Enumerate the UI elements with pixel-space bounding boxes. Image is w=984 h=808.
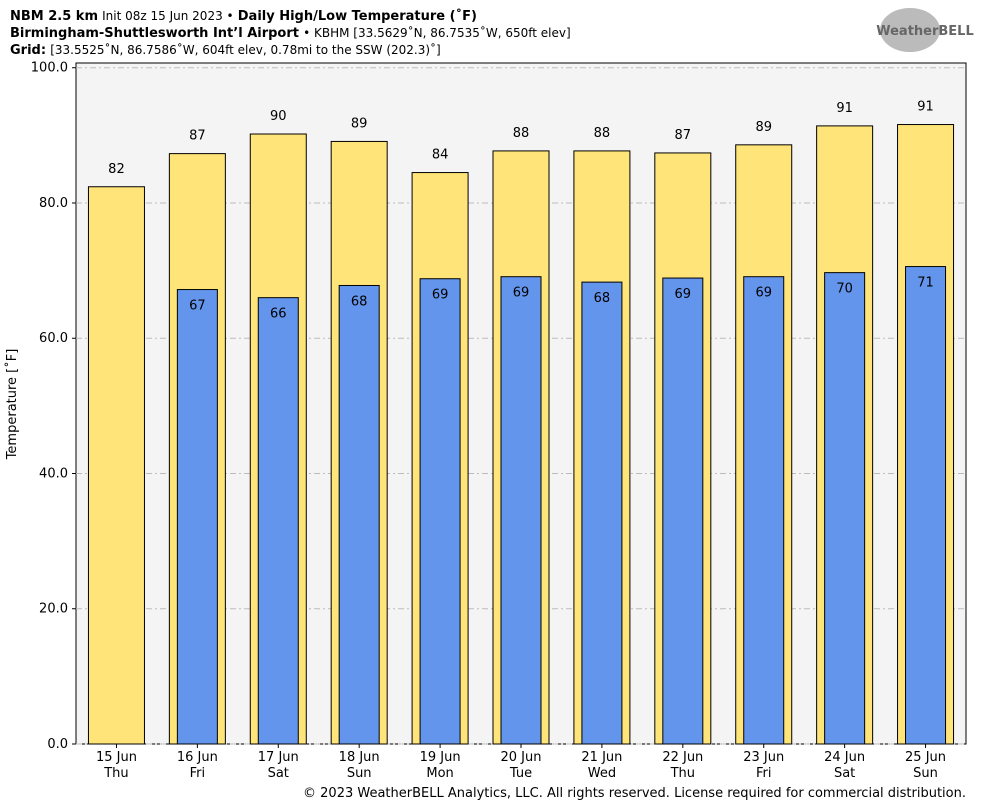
- grid-info: [33.5525˚N, 86.7586˚W, 604ft elev, 0.78m…: [50, 42, 441, 57]
- station-name: Birmingham-Shuttlesworth Int’l Airport: [10, 26, 299, 41]
- title-product: Daily High/Low Temperature (˚F): [238, 8, 477, 24]
- x-tick-weekday: Sun: [347, 766, 372, 781]
- value-label: 87: [675, 128, 692, 143]
- value-label: 91: [836, 101, 853, 116]
- logo-text: WeatherBELL: [876, 24, 974, 39]
- bar: [662, 277, 704, 745]
- x-tick-weekday: Wed: [588, 766, 616, 781]
- value-label: 91: [917, 100, 934, 115]
- value-label: 69: [513, 286, 530, 301]
- value-label: 70: [836, 282, 853, 297]
- x-tick-weekday: Sat: [268, 766, 289, 781]
- x-tick-weekday: Fri: [756, 766, 772, 781]
- x-tick-weekday: Mon: [426, 766, 453, 781]
- x-tick-weekday: Thu: [103, 766, 128, 781]
- value-label: 90: [270, 109, 287, 124]
- title-init: Init 08z 15 Jun 2023 •: [102, 9, 233, 23]
- x-tick-weekday: Sat: [834, 766, 855, 781]
- y-tick-label: 20.0: [39, 602, 68, 617]
- x-tick-label: 15 Jun: [96, 750, 137, 765]
- bar: [905, 266, 947, 745]
- bar: [743, 276, 785, 745]
- bar: [257, 297, 299, 745]
- value-label: 82: [108, 162, 125, 177]
- x-tick-label: 22 Jun: [662, 750, 703, 765]
- bar: [500, 276, 542, 745]
- bar: [581, 281, 623, 745]
- value-label: 68: [594, 291, 611, 306]
- x-tick-weekday: Fri: [190, 766, 206, 781]
- bar: [824, 272, 866, 745]
- logo: WeatherBELL: [876, 8, 974, 52]
- y-tick-label: 60.0: [39, 331, 68, 346]
- value-label: 69: [432, 288, 449, 303]
- value-label: 69: [755, 286, 772, 301]
- value-label: 89: [755, 120, 772, 135]
- y-axis-label: Temperature [˚F]: [4, 349, 20, 461]
- grid-key: Grid:: [10, 43, 46, 58]
- grid-line-info: Grid: [33.5525˚N, 86.7586˚W, 604ft elev,…: [10, 42, 441, 58]
- x-tick-label: 23 Jun: [743, 750, 784, 765]
- x-tick-weekday: Thu: [670, 766, 695, 781]
- title-line: NBM 2.5 km Init 08z 15 Jun 2023 • Daily …: [10, 8, 477, 24]
- x-tick-weekday: Sun: [913, 766, 938, 781]
- value-label: 87: [189, 129, 206, 144]
- y-tick-label: 0.0: [47, 737, 68, 752]
- value-label: 88: [513, 126, 530, 141]
- x-tick-label: 20 Jun: [501, 750, 542, 765]
- x-tick-label: 21 Jun: [581, 750, 622, 765]
- y-tick-label: 40.0: [39, 466, 68, 481]
- station-info: • KBHM [33.5629˚N, 86.7535˚W, 650ft elev…: [303, 25, 571, 40]
- value-label: 88: [594, 126, 611, 141]
- station-line: Birmingham-Shuttlesworth Int’l Airport •…: [10, 25, 571, 41]
- y-tick-label: 100.0: [31, 61, 68, 76]
- y-tick-label: 80.0: [39, 196, 68, 211]
- x-tick-label: 19 Jun: [420, 750, 461, 765]
- value-label: 69: [675, 287, 692, 302]
- value-label: 67: [189, 299, 206, 314]
- x-tick-label: 17 Jun: [258, 750, 299, 765]
- x-tick-label: 16 Jun: [177, 750, 218, 765]
- x-tick-weekday: Tue: [509, 766, 532, 781]
- value-label: 89: [351, 116, 368, 131]
- bar: [338, 284, 380, 745]
- value-label: 84: [432, 148, 449, 163]
- logo-swirl: [880, 8, 940, 52]
- value-label: 68: [351, 294, 368, 309]
- bar: [176, 289, 218, 745]
- x-tick-label: 24 Jun: [824, 750, 865, 765]
- title-model: NBM 2.5 km: [10, 9, 98, 24]
- bar: [87, 186, 145, 745]
- x-tick-label: 25 Jun: [905, 750, 946, 765]
- value-label: 71: [917, 276, 934, 291]
- value-label: 66: [270, 307, 287, 322]
- bar: [419, 278, 461, 745]
- copyright: © 2023 WeatherBELL Analytics, LLC. All r…: [303, 786, 966, 801]
- x-tick-label: 18 Jun: [339, 750, 380, 765]
